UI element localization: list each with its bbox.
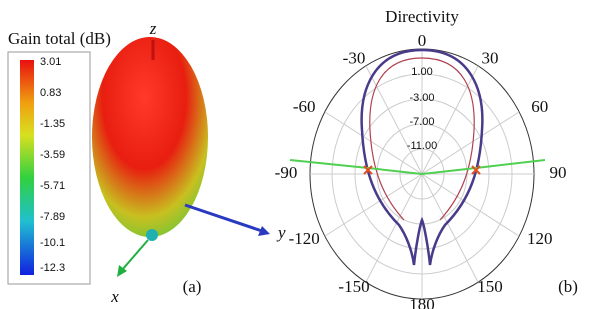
angle-label: -90: [275, 163, 298, 182]
angle-label: 90: [550, 163, 567, 182]
angle-label: -60: [293, 97, 316, 116]
figure: Gain total (dB) 3.01 0.83 -1.35 -3.59 -5.71 -…: [0, 0, 594, 309]
x-axis: [122, 240, 148, 270]
angle-label: -150: [338, 277, 369, 296]
scale-label: 0.83: [40, 87, 61, 99]
radial-label: -3.00: [409, 92, 434, 104]
panel-a: Gain total (dB) 3.01 0.83 -1.35 -3.59 -5.71 -…: [8, 19, 286, 306]
panel-label: (b): [558, 277, 578, 296]
angle-label: -120: [289, 229, 320, 248]
horizon-line: [290, 160, 545, 174]
scale-label: -10.1: [40, 237, 65, 249]
radial-label: 1.00: [411, 66, 432, 78]
panel-b: Directivity 0 30 60 90 120 150 180 -150 -120 -90 -…: [275, 7, 578, 309]
radial-label: -11.00: [407, 140, 437, 152]
angle-label: 30: [482, 49, 499, 68]
angle-label: 180: [409, 295, 435, 309]
scale-label: -5.71: [40, 180, 65, 192]
scale-label: -12.3: [40, 262, 65, 274]
panel-label: (a): [183, 277, 202, 296]
scale-label: 3.01: [40, 56, 61, 68]
radial-label: -7.00: [409, 116, 434, 128]
polar-title: Directivity: [385, 7, 459, 26]
scale-label: -3.59: [40, 149, 65, 161]
angle-label: 0: [418, 31, 427, 50]
scale-label: -1.35: [40, 118, 65, 130]
z-label: z: [149, 19, 157, 38]
pattern-bottom: [146, 229, 158, 241]
y-label: y: [276, 223, 286, 242]
angle-label: -30: [343, 49, 366, 68]
angle-label: 60: [531, 97, 548, 116]
legend-title: Gain total (dB): [8, 29, 111, 48]
angle-label: 120: [527, 229, 553, 248]
page: Gain total (dB) 3.01 0.83 -1.35 -3.59 -5.71 -…: [0, 0, 594, 309]
color-bar: [20, 60, 34, 275]
x-label: x: [110, 287, 119, 306]
angle-label: 150: [477, 277, 503, 296]
scale-label: -7.89: [40, 211, 65, 223]
y-axis: [185, 205, 262, 231]
